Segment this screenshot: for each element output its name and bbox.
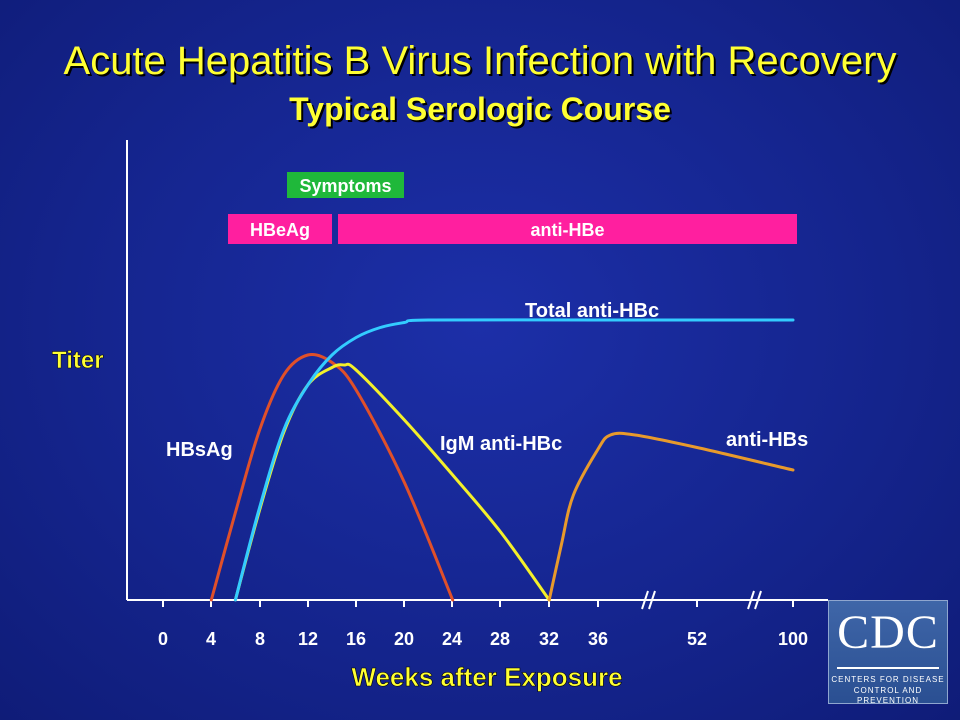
axes: 0 4 8 12 16 20 24 28 32 36 52 100 Weeks after Exposu… <box>52 140 828 692</box>
igm-anti-hbc-label: IgM anti-HBc <box>440 433 562 455</box>
axis-break-mark <box>754 590 762 610</box>
cdc-logo-text: CDC <box>837 606 939 659</box>
x-tick-label: 28 <box>490 629 510 649</box>
x-tick-label: 4 <box>206 629 216 649</box>
x-tick-label: 100 <box>778 629 808 649</box>
anti-hbs-label: anti-HBs <box>726 429 808 451</box>
y-axis-title: Titer <box>52 347 104 374</box>
hbsag-line <box>209 352 455 602</box>
axis-break-mark <box>641 590 649 610</box>
hbeag-bar-label: HBeAg <box>250 220 310 240</box>
series-lines <box>209 318 795 602</box>
x-tick-label: 8 <box>255 629 265 649</box>
total-anti-hbc-line <box>233 318 795 602</box>
x-axis-title: Weeks after Exposure <box>351 662 622 692</box>
x-tick-label: 16 <box>346 629 366 649</box>
x-tick-label: 0 <box>158 629 168 649</box>
x-tick-label: 52 <box>687 629 707 649</box>
x-tick-label: 36 <box>588 629 608 649</box>
cdc-logo-rule <box>837 667 939 669</box>
timeline-bars: Symptoms HBeAg anti-HBe <box>228 172 797 244</box>
anti-hbe-bar-label: anti-HBe <box>530 220 604 240</box>
hbsag-label: HBsAg <box>166 439 233 461</box>
cdc-logo-line2: CONTROL AND PREVENTION <box>853 686 923 705</box>
axis-break-mark <box>648 590 656 610</box>
chart-title: Acute Hepatitis B Virus Infection with R… <box>63 39 897 83</box>
igm-anti-hbc-line <box>233 362 551 602</box>
series-labels: HBsAg IgM anti-HBc Total anti-HBc anti-HBs <box>166 300 808 461</box>
x-tick-label: 12 <box>298 629 318 649</box>
hbeag-bar <box>228 214 332 244</box>
anti-hbs-line <box>547 431 795 602</box>
total-anti-hbc-label: Total anti-HBc <box>525 300 659 322</box>
x-tick-label: 24 <box>442 629 462 649</box>
axis-break-mark <box>747 590 755 610</box>
cdc-logo: CDC CENTERS FOR DISEASE CONTROL AND PREV… <box>828 600 948 705</box>
symptoms-bar-label: Symptoms <box>299 176 391 196</box>
cdc-logo-line1: CENTERS FOR DISEASE <box>831 675 945 684</box>
x-tick-label: 32 <box>539 629 559 649</box>
symptoms-bar <box>287 172 404 198</box>
x-tick-label: 20 <box>394 629 414 649</box>
anti-hbe-bar <box>338 214 797 244</box>
chart-subtitle: Typical Serologic Course <box>289 91 671 127</box>
